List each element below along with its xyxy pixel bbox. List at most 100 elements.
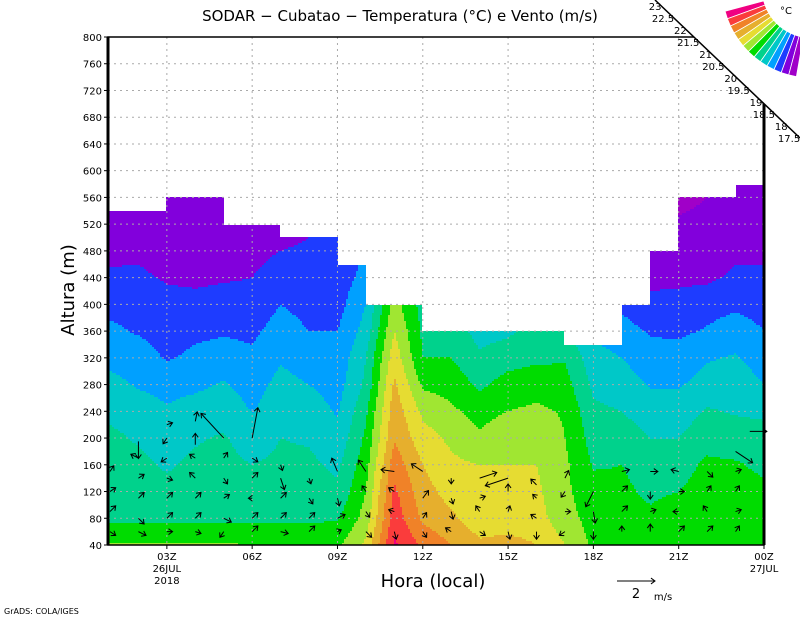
wind-vector [734, 525, 741, 532]
wind-vector [670, 467, 679, 474]
wind-vector [166, 511, 174, 519]
wind-vector [421, 511, 428, 519]
x-tick-label: 06Z [242, 552, 262, 563]
y-tick-label: 480 [83, 247, 102, 258]
wind-vector [361, 485, 367, 492]
x-tick-label: 15Z [498, 552, 518, 563]
wind-vector [251, 525, 259, 532]
x-tick-label: 12Z [413, 552, 433, 563]
reference-arrow [617, 577, 656, 585]
wind-vector [484, 477, 509, 488]
x-tick-date-label: 27JUL [750, 564, 779, 575]
x-tick-label: 21Z [669, 552, 689, 563]
wind-vector [421, 531, 428, 539]
temperature-band-23-up [394, 537, 398, 545]
wind-vector [448, 498, 456, 505]
x-tick-label: 09Z [328, 552, 348, 563]
y-tick-label: 240 [83, 407, 102, 418]
colorbar-label: 22 [674, 26, 687, 37]
wind-vector [222, 477, 229, 485]
wind-vector [504, 483, 512, 492]
wind-vector [108, 465, 115, 472]
wind-vector [308, 511, 316, 519]
y-tick-label: 520 [83, 220, 102, 231]
temperature-band-20.5-21 [108, 305, 588, 545]
wind-vector [650, 507, 657, 515]
colorbar-label: 23 [649, 2, 662, 13]
y-tick-label: 680 [83, 113, 102, 124]
reference-value: 2 [632, 587, 640, 602]
wind-vector [357, 459, 367, 472]
wind-vector [564, 508, 572, 515]
wind-vector [702, 505, 709, 512]
wind-vector [387, 507, 395, 515]
wind-vector [505, 531, 513, 541]
y-tick-label: 600 [83, 167, 102, 178]
y-tick-label: 280 [83, 381, 102, 392]
wind-vector [479, 530, 487, 537]
y-tick-label: 120 [83, 488, 102, 499]
wind-vector [479, 494, 487, 501]
wind-vector [160, 457, 168, 463]
wind-vector [193, 411, 200, 422]
wind-vector [251, 511, 259, 519]
y-tick-label: 320 [83, 354, 102, 365]
x-tick-date-label: 26JUL [153, 564, 182, 575]
wind-vector [422, 489, 429, 499]
x-tick-label: 00Z [754, 552, 774, 563]
wind-vector [166, 475, 174, 483]
wind-vector [621, 467, 631, 474]
wind-vector [479, 470, 498, 479]
wind-vector [223, 517, 233, 524]
wind-vector [191, 432, 199, 445]
x-tick-date-label: 2018 [154, 576, 179, 587]
x-tick-label: 03Z [157, 552, 177, 563]
temperature-band-19.5-20 [108, 305, 764, 523]
y-tick-label: 80 [89, 514, 102, 525]
y-tick-label: 400 [83, 300, 102, 311]
y-tick-label: 720 [83, 86, 102, 97]
y-tick-label: 800 [83, 33, 102, 44]
wind-vector [734, 485, 741, 492]
wind-vector [280, 511, 287, 519]
wind-vector [564, 469, 571, 479]
wind-vector [194, 511, 202, 519]
wind-vector [584, 491, 594, 508]
y-tick-label: 200 [83, 434, 102, 445]
temperature-band-17.5-18 [108, 185, 764, 291]
wind-vector [335, 498, 342, 507]
grid-lines [108, 37, 764, 545]
wind-vector [590, 531, 597, 541]
wind-vector [330, 457, 338, 472]
colorbar-label: 19.5 [728, 86, 750, 97]
wind-vector [109, 530, 117, 537]
wind-vector [223, 493, 231, 500]
colorbar-label: 18.5 [753, 110, 775, 121]
y-tick-label: 40 [89, 541, 102, 552]
wind-vector [678, 488, 686, 495]
reference-vector: 2 m/s [617, 577, 672, 603]
wind-vector [278, 464, 285, 472]
wind-vector [194, 491, 202, 499]
y-tick-label: 640 [83, 140, 102, 151]
temperature-band-22.5-23 [386, 485, 418, 545]
wind-vector [280, 477, 287, 491]
wind-vector [475, 505, 481, 512]
wind-vector [251, 457, 259, 463]
wind-vector [672, 508, 679, 515]
colorbar-label: 21 [699, 50, 712, 61]
wind-vector [646, 523, 654, 532]
x-axis-label: Hora (local) [381, 571, 486, 592]
temperature-band-21-21.5 [362, 333, 564, 545]
temperature-band-21.5-22 [372, 379, 534, 545]
temperature-band-19-19.5 [108, 305, 764, 477]
wind-vector [109, 487, 117, 493]
colorbar-divider [654, 0, 800, 139]
wind-vector [646, 491, 654, 500]
wind-vector [618, 525, 626, 532]
wind-vector [735, 467, 743, 474]
y-tick-label: 160 [83, 461, 102, 472]
